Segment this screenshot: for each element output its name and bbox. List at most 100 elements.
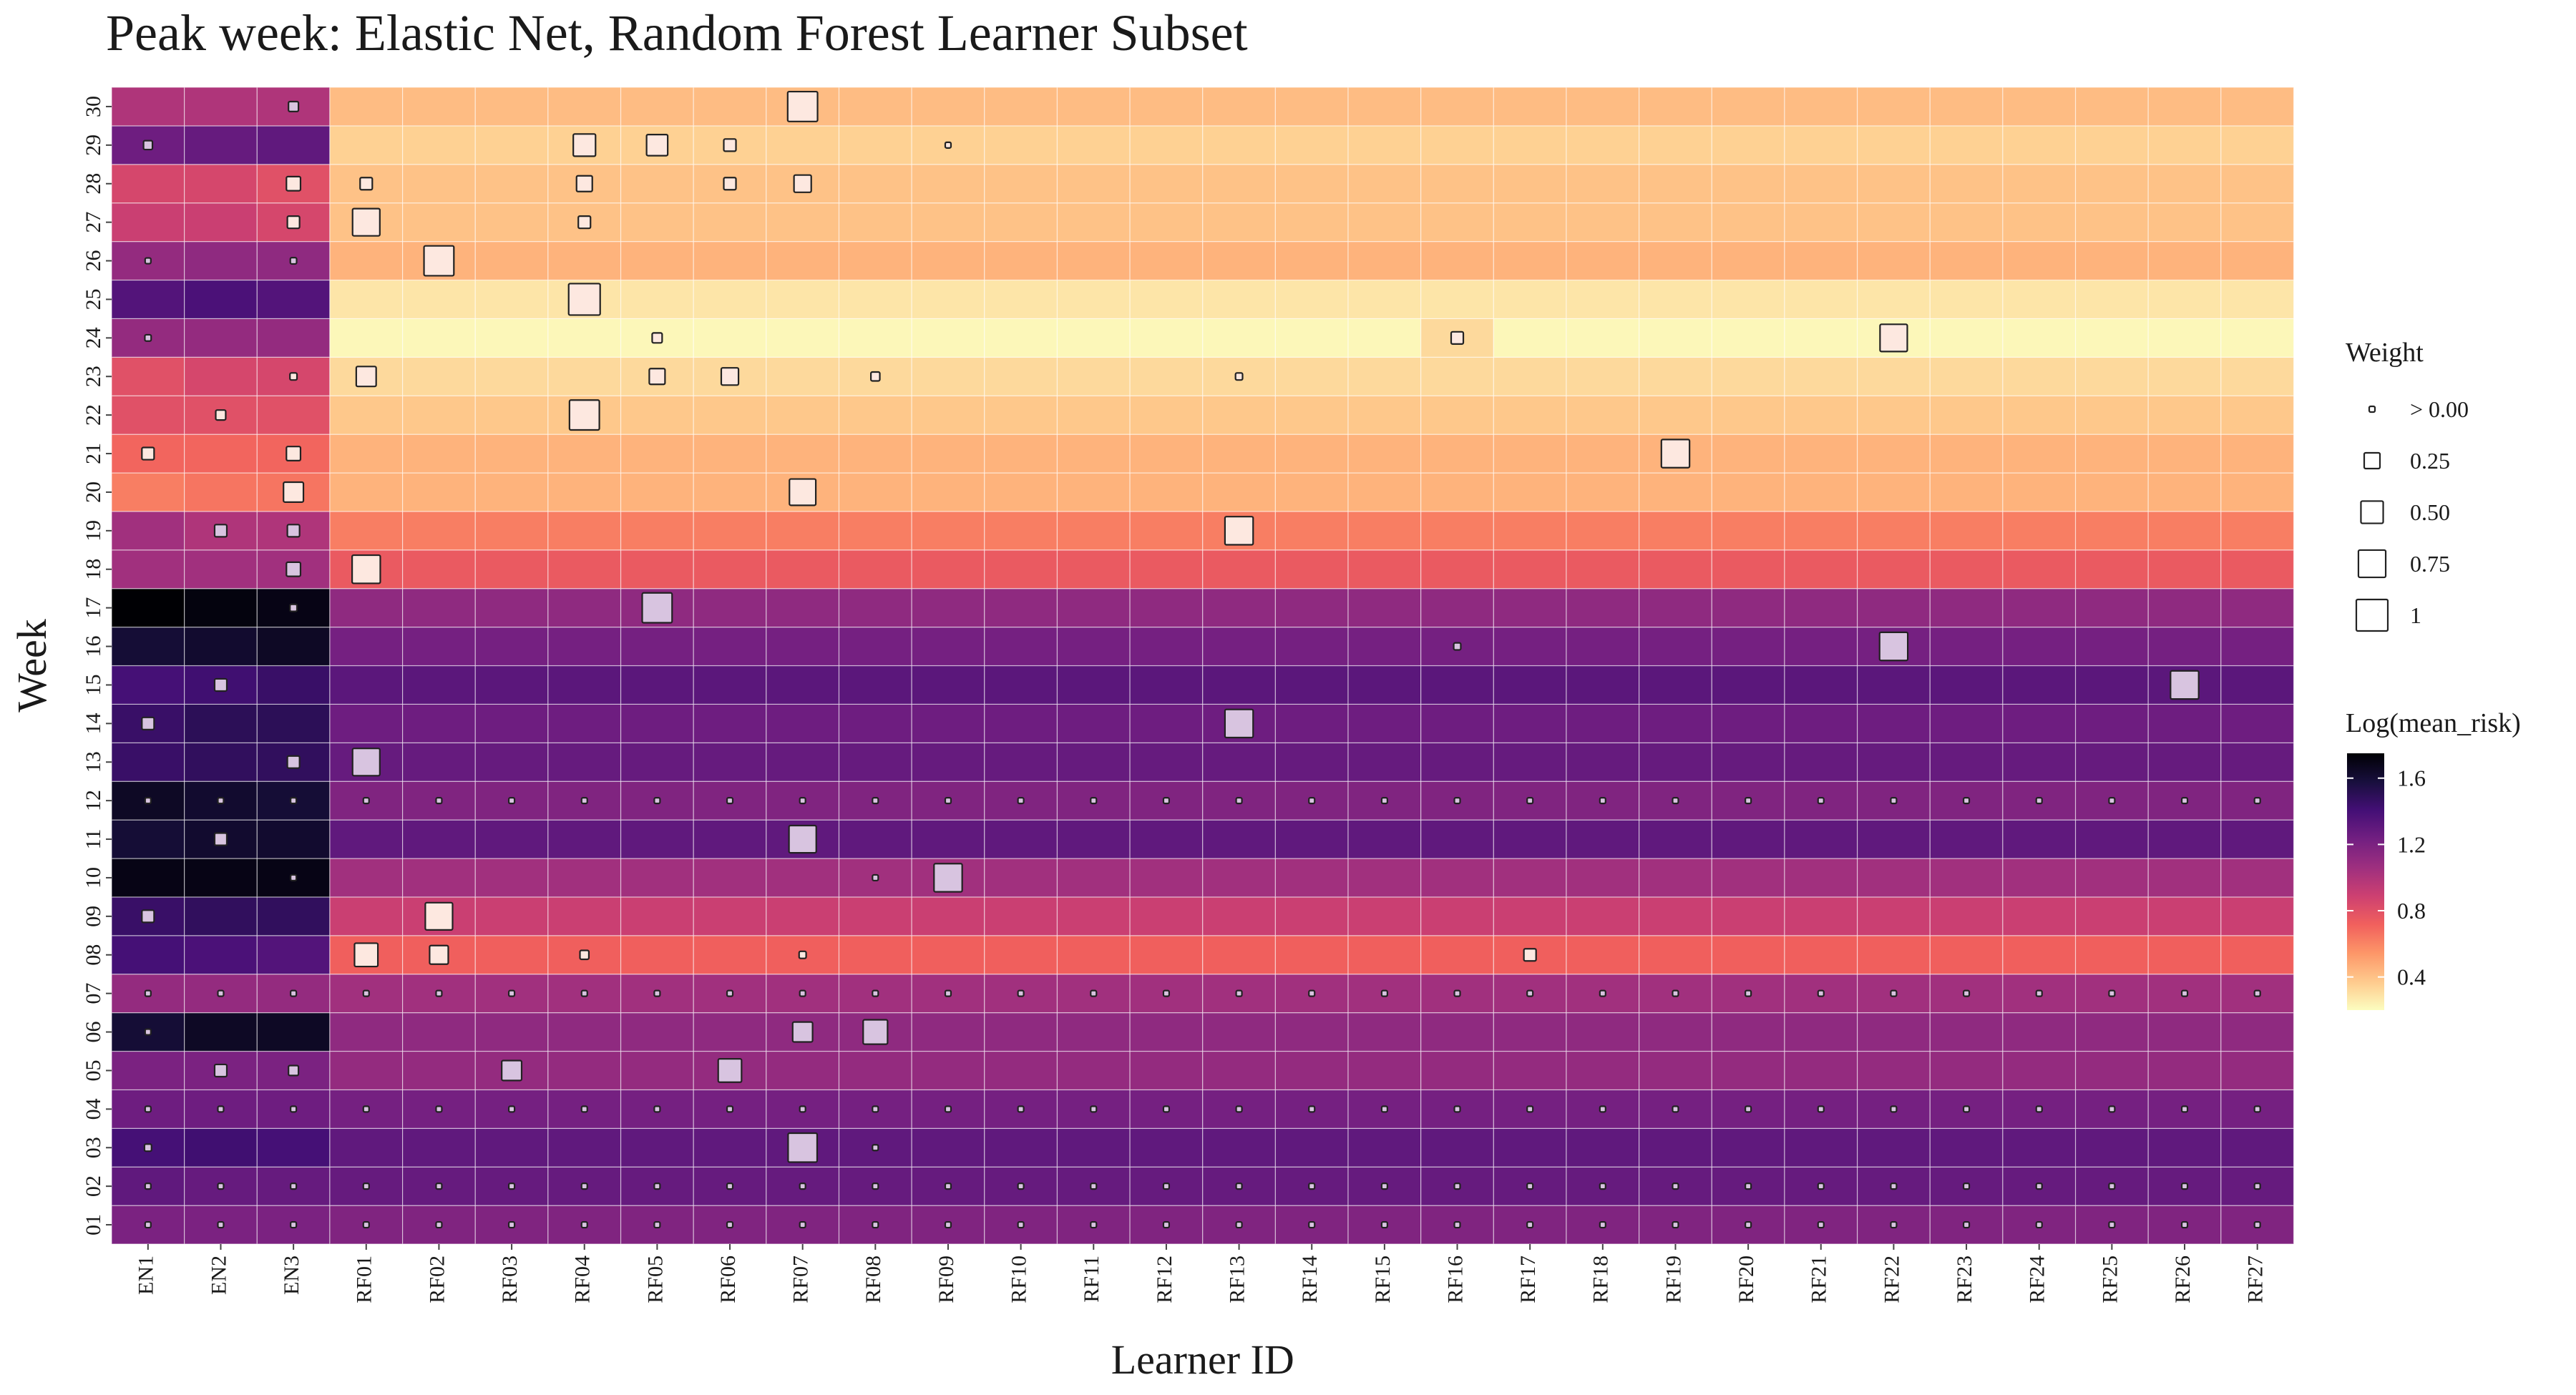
heatmap-cell bbox=[1347, 896, 1422, 936]
heatmap-cell bbox=[984, 858, 1058, 898]
heatmap-cell bbox=[766, 703, 840, 743]
heatmap-cell bbox=[2002, 279, 2077, 320]
heatmap-cell bbox=[838, 549, 912, 589]
heatmap-cell bbox=[1056, 896, 1131, 936]
weight-square bbox=[726, 1183, 734, 1190]
weight-square bbox=[1308, 1105, 1316, 1113]
y-tick-label: 17 bbox=[82, 597, 105, 619]
heatmap-cell bbox=[984, 472, 1058, 512]
heatmap-cell bbox=[184, 935, 258, 975]
heatmap-cell bbox=[693, 1127, 767, 1168]
y-tick-label: 16 bbox=[82, 636, 105, 657]
heatmap-cell bbox=[1493, 125, 1567, 165]
weight-square bbox=[507, 1105, 516, 1113]
heatmap-cell bbox=[2220, 1127, 2295, 1168]
heatmap-cell bbox=[474, 511, 549, 551]
heatmap-cell bbox=[1274, 472, 1349, 512]
heatmap-cell bbox=[2002, 1127, 2077, 1168]
heatmap-cell bbox=[620, 164, 694, 204]
heatmap-cell bbox=[1129, 279, 1204, 320]
weight-square bbox=[1162, 1220, 1171, 1229]
heatmap-cell bbox=[1857, 896, 1931, 936]
heatmap-cell bbox=[111, 819, 185, 859]
heatmap-cell bbox=[2147, 318, 2222, 358]
heatmap-cell bbox=[1129, 241, 1204, 281]
y-tick-label: 28 bbox=[82, 173, 105, 195]
heatmap-cell bbox=[1056, 588, 1131, 628]
heatmap-cell bbox=[984, 125, 1058, 165]
heatmap-cell bbox=[184, 87, 258, 127]
weight-square bbox=[2180, 1220, 2189, 1229]
heatmap-cell bbox=[2220, 703, 2295, 743]
heatmap-cell bbox=[111, 395, 185, 435]
heatmap-cell bbox=[2074, 511, 2149, 551]
heatmap-cell bbox=[1420, 125, 1494, 165]
heatmap-cell bbox=[693, 742, 767, 782]
weight-square bbox=[1380, 1183, 1388, 1190]
heatmap-cell bbox=[1929, 202, 2004, 243]
weight-square bbox=[1235, 1105, 1243, 1113]
heatmap-cell bbox=[911, 87, 985, 127]
heatmap-cell bbox=[911, 1127, 985, 1168]
weight-square bbox=[290, 1105, 298, 1113]
heatmap-cell bbox=[2220, 125, 2295, 165]
heatmap-cell bbox=[1711, 87, 1785, 127]
weight-square bbox=[872, 873, 879, 882]
weight-square bbox=[1599, 989, 1606, 997]
heatmap-cell bbox=[547, 588, 622, 628]
heatmap-cell bbox=[838, 472, 912, 512]
weight-square bbox=[788, 824, 817, 854]
weight-square bbox=[870, 371, 881, 382]
weight-square bbox=[290, 1183, 298, 1190]
heatmap-cell bbox=[474, 896, 549, 936]
heatmap-cell bbox=[184, 472, 258, 512]
heatmap-cell bbox=[1347, 472, 1422, 512]
heatmap-cell bbox=[474, 742, 549, 782]
weight-square bbox=[1962, 1183, 1971, 1190]
heatmap-cell bbox=[1493, 356, 1567, 396]
heatmap-cell bbox=[1420, 549, 1494, 589]
heatmap-cell bbox=[1711, 1050, 1785, 1091]
weight-square bbox=[507, 1183, 516, 1190]
heatmap-cell bbox=[1129, 858, 1204, 898]
heatmap-cell bbox=[1566, 395, 1640, 435]
heatmap-cell bbox=[1711, 819, 1785, 859]
heatmap-cell bbox=[620, 511, 694, 551]
heatmap-cell bbox=[2074, 125, 2149, 165]
weight-square bbox=[567, 283, 601, 316]
heatmap-cell bbox=[1784, 742, 1858, 782]
heatmap-cell bbox=[474, 164, 549, 204]
legend-weight-label: > 0.00 bbox=[2410, 396, 2469, 422]
heatmap-cell bbox=[1639, 896, 1712, 936]
heatmap-cell bbox=[1420, 356, 1494, 396]
heatmap-cell bbox=[401, 434, 476, 474]
heatmap-cell bbox=[984, 896, 1058, 936]
weight-square bbox=[351, 207, 381, 237]
heatmap-cell bbox=[1056, 395, 1131, 435]
heatmap-cell bbox=[1347, 395, 1422, 435]
heatmap-cell bbox=[547, 858, 622, 898]
heatmap-cell bbox=[2074, 935, 2149, 975]
weight-square bbox=[1090, 797, 1098, 805]
heatmap-cell bbox=[766, 434, 840, 474]
heatmap-cell bbox=[911, 472, 985, 512]
weight-square bbox=[944, 1220, 952, 1229]
heatmap-cell bbox=[1202, 665, 1277, 705]
heatmap-cell bbox=[1566, 356, 1640, 396]
heatmap-cell bbox=[693, 626, 767, 667]
heatmap-cell bbox=[547, 356, 622, 396]
heatmap-cell bbox=[184, 434, 258, 474]
y-tick-label: 26 bbox=[82, 250, 105, 272]
heatmap-cell bbox=[838, 87, 912, 127]
heatmap-cell bbox=[2220, 819, 2295, 859]
heatmap-cell bbox=[1274, 241, 1349, 281]
heatmap-cell bbox=[1639, 1012, 1712, 1052]
heatmap-cell bbox=[547, 626, 622, 667]
heatmap-cell bbox=[1929, 896, 2004, 936]
weight-square bbox=[215, 409, 227, 421]
y-tick-label: 06 bbox=[82, 1022, 105, 1043]
heatmap-cell bbox=[401, 665, 476, 705]
weight-square bbox=[141, 909, 155, 924]
weight-square bbox=[424, 901, 454, 931]
weight-square bbox=[1017, 1183, 1025, 1190]
